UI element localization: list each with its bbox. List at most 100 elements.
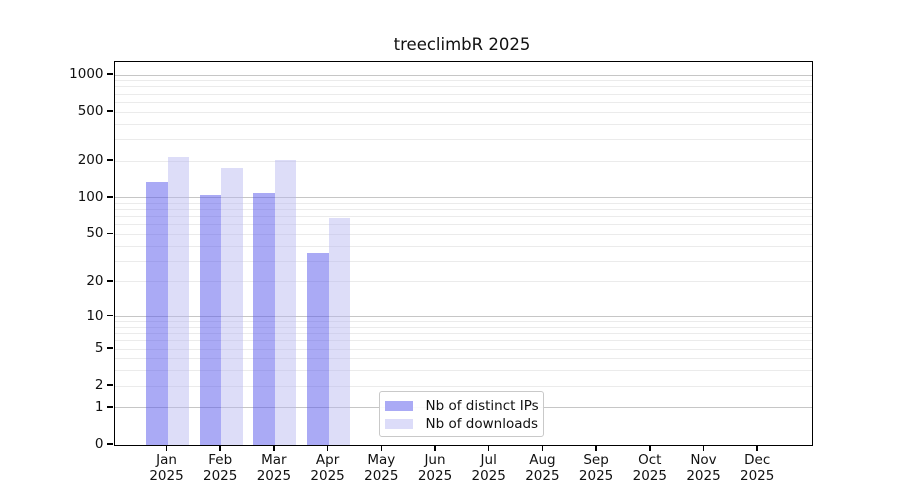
gridline-minor: [114, 111, 812, 113]
x-axis-tick-label: Jul 2025: [454, 452, 524, 484]
gridline-minor: [114, 260, 812, 262]
x-axis-tick-label: Feb 2025: [185, 452, 255, 484]
x-axis-tick: [595, 445, 597, 451]
x-axis-year-label: 2025: [256, 468, 292, 484]
y-axis-tick: [107, 73, 113, 75]
x-axis-tick: [219, 445, 221, 451]
gridline-minor: [114, 281, 812, 283]
x-axis-tick-label: Dec 2025: [722, 452, 792, 484]
plot-area: [113, 60, 813, 446]
bar-downloads: [328, 218, 351, 445]
x-axis-tick: [165, 445, 168, 451]
x-axis-year-label: 2025: [686, 468, 721, 484]
legend-box: Nb of distinct IPs Nb of downloads: [379, 391, 544, 437]
gridline-minor: [114, 233, 812, 235]
x-axis-tick-label: Mar 2025: [239, 452, 309, 484]
bar-distinct-ips: [253, 193, 275, 445]
y-axis-tick-label: 50: [86, 225, 104, 242]
bar-distinct-ips: [146, 182, 168, 445]
gridline-minor: [114, 123, 812, 125]
y-axis-tick: [107, 384, 113, 386]
gridline-major: [114, 197, 812, 199]
bar-downloads: [167, 156, 189, 445]
y-axis-tick: [107, 406, 113, 408]
x-axis-year-label: 2025: [203, 468, 238, 484]
gridline-minor: [114, 333, 812, 335]
y-axis-tick-label: 1000: [69, 66, 104, 83]
y-axis-tick: [107, 159, 113, 161]
x-axis-tick: [487, 445, 490, 451]
x-axis-tick: [702, 445, 705, 451]
chart-title: treeclimbR 2025: [393, 35, 531, 54]
gridline-minor: [114, 209, 812, 211]
gridline-minor: [114, 101, 812, 103]
gridline-major: [114, 74, 812, 76]
x-axis-tick-label: May 2025: [346, 452, 416, 484]
x-axis-tick-label: Jan 2025: [132, 452, 202, 484]
y-axis-tick: [107, 314, 113, 317]
y-axis-tick-label: 0: [94, 436, 104, 452]
legend-swatch-distinct-ips: [385, 400, 413, 412]
x-axis-tick-label: Oct 2025: [615, 452, 685, 484]
gridline-major: [114, 316, 812, 318]
x-axis-tick-label: Jun 2025: [400, 452, 470, 484]
x-axis-year-label: 2025: [525, 468, 560, 484]
x-axis-tick: [273, 445, 275, 451]
gridline-minor: [114, 370, 812, 372]
x-axis-tick-label: Nov 2025: [669, 452, 739, 484]
legend-label-distinct-ips: Nb of distinct IPs: [425, 398, 539, 414]
y-axis-tick: [107, 443, 113, 445]
y-axis-tick: [107, 232, 113, 235]
x-axis-year-label: 2025: [578, 468, 614, 484]
x-axis-tick: [649, 445, 651, 451]
y-axis-tick-label: 500: [77, 103, 104, 120]
y-axis-tick: [107, 280, 113, 282]
legend-item-downloads: Nb of downloads: [380, 415, 543, 433]
gridline-minor: [114, 326, 812, 328]
bar-downloads: [274, 159, 297, 445]
x-axis-tick: [541, 445, 544, 451]
x-axis-year-label: 2025: [471, 468, 506, 484]
x-axis-tick-label: Apr 2025: [293, 452, 363, 484]
y-axis-tick-label: 100: [77, 188, 104, 205]
y-axis-tick-label: 200: [77, 152, 104, 169]
gridline-minor: [114, 348, 812, 350]
y-axis-tick-label: 20: [86, 272, 104, 289]
x-axis-year-label: 2025: [364, 468, 399, 484]
gridline-minor: [114, 385, 812, 387]
legend-label-downloads: Nb of downloads: [425, 416, 539, 432]
gridline-minor: [114, 245, 812, 247]
legend-item-distinct-ips: Nb of distinct IPs: [380, 397, 543, 415]
gridline-minor: [114, 86, 812, 88]
x-axis-tick: [756, 445, 758, 451]
x-axis-tick: [434, 445, 436, 451]
x-axis-tick-label: Aug 2025: [507, 452, 577, 484]
bar-distinct-ips: [199, 195, 222, 445]
gridline-minor: [114, 321, 812, 323]
y-axis-tick-label: 2: [94, 377, 104, 394]
gridline-minor: [114, 93, 812, 95]
gridline-minor: [114, 216, 812, 218]
gridline-minor: [114, 138, 812, 140]
gridline-minor: [114, 202, 812, 204]
gridline-minor: [114, 340, 812, 342]
x-axis-tick: [380, 445, 383, 451]
y-axis-tick-label: 1: [94, 398, 104, 415]
gridline-minor: [114, 224, 812, 226]
x-axis-year-label: 2025: [417, 468, 453, 484]
x-axis-year-label: 2025: [310, 468, 345, 484]
x-axis-tick-label: Sep 2025: [561, 452, 631, 484]
y-axis-tick-label: 5: [94, 340, 104, 357]
legend-swatch-downloads: [385, 418, 413, 430]
bar-distinct-ips: [307, 253, 329, 445]
y-axis-tick: [107, 196, 113, 198]
x-axis-year-label: 2025: [149, 468, 184, 484]
x-axis-year-label: 2025: [740, 468, 775, 484]
gridline-minor: [114, 160, 812, 162]
gridline-minor: [114, 358, 812, 360]
y-axis-tick: [107, 347, 113, 349]
y-axis-tick: [107, 110, 113, 112]
x-axis-tick: [326, 445, 329, 451]
gridline-minor: [114, 80, 812, 82]
